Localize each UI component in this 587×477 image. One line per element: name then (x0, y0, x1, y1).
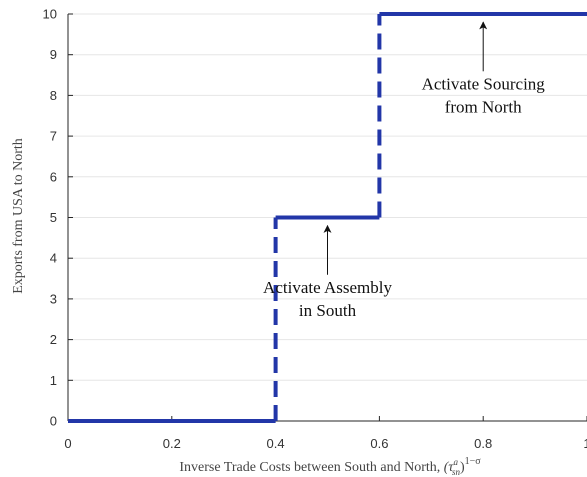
x-tick-label: 0.8 (474, 436, 492, 451)
y-tick-label: 10 (43, 7, 57, 22)
x-axis-label-sub-sn: sn (452, 467, 461, 477)
y-tick-label: 9 (50, 47, 57, 62)
y-tick-label: 5 (50, 210, 57, 225)
y-tick-label: 6 (50, 169, 57, 184)
y-tick-label: 2 (50, 332, 57, 347)
x-axis-label-close: ) (460, 460, 465, 475)
x-tick-label: 0.4 (267, 436, 285, 451)
x-tick-label: 0.6 (370, 436, 388, 451)
x-axis-label-math: (τ (444, 460, 455, 475)
x-axis-label-text: Inverse Trade Costs between South and No… (179, 460, 443, 475)
series-line (68, 12, 587, 423)
annotation-text: Activate Sourcing (422, 74, 546, 93)
y-axis-label: Exports from USA to North (11, 138, 26, 294)
x-tick-label: 1 (583, 436, 587, 451)
y-tick-label: 8 (50, 88, 57, 103)
annotation-text: from North (445, 97, 522, 116)
x-tick-label: 0 (64, 436, 71, 451)
annotations: Activate Assembly in South Activate Sourci… (263, 21, 546, 320)
x-tick-label: 0.2 (163, 436, 181, 451)
y-tick-label: 4 (50, 251, 57, 266)
annotation-text: in South (299, 301, 357, 320)
annotation-text: Activate Assembly (263, 278, 392, 297)
x-axis-label-sup-a: a (453, 457, 458, 467)
y-tick-label: 1 (50, 373, 57, 388)
x-axis-label: Inverse Trade Costs between South and No… (179, 456, 481, 477)
x-axis-label-exponent: 1−σ (465, 456, 482, 467)
y-tick-label: 0 (50, 414, 57, 429)
tick-labels: 0 1 2 3 4 5 6 7 8 9 10 0 0.2 0.4 0.6 0.8 1 (43, 7, 587, 452)
y-tick-label: 3 (50, 291, 57, 306)
y-tick-label: 7 (50, 129, 57, 144)
